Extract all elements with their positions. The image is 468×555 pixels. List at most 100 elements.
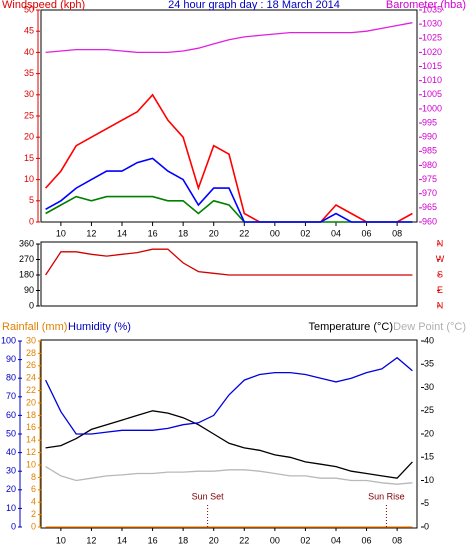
y3-tick-label: 4 <box>31 497 36 507</box>
y2-tick-label: 985 <box>422 146 437 156</box>
annotation-text: Sun Rise <box>368 491 405 501</box>
x-tick-label: 12 <box>86 228 96 238</box>
x-tick-label: 20 <box>209 228 219 238</box>
y2-tick-label: 975 <box>422 174 437 184</box>
y2-tick-label: 1005 <box>422 89 442 99</box>
y-tick-label: 30 <box>6 466 16 476</box>
y-tick-label: 0 <box>11 521 16 531</box>
y-tick-label: 360 <box>19 238 34 248</box>
y3-tick-label: 8 <box>31 472 36 482</box>
y-tick-label: 70 <box>6 391 16 401</box>
y-tick-label: 15 <box>24 153 34 163</box>
x-tick-label: 00 <box>270 535 280 545</box>
x-tick-label: 14 <box>117 228 127 238</box>
humidity-label: Humidity (%) <box>68 321 131 333</box>
y-tick-label: 50 <box>6 428 16 438</box>
x-tick-label: 02 <box>300 535 310 545</box>
y-tick-label: 20 <box>24 132 34 142</box>
y3-tick-label: 16 <box>26 422 36 432</box>
y3-tick-label: 0 <box>31 521 36 531</box>
x-tick-label: 08 <box>392 535 402 545</box>
y2-tick-label: E <box>437 285 443 295</box>
x-tick-label: 06 <box>362 228 372 238</box>
y3-tick-label: 10 <box>26 459 36 469</box>
y2-tick-label: 970 <box>422 188 437 198</box>
y3-tick-label: 18 <box>26 410 36 420</box>
y-tick-label: 35 <box>24 68 34 78</box>
y-tick-label: 80 <box>6 373 16 383</box>
y-tick-label: 0 <box>29 216 34 226</box>
direction-panel <box>40 241 418 307</box>
y-tick-label: 0 <box>29 300 34 310</box>
x-tick-label: 10 <box>56 535 66 545</box>
barometer-label: Barometer (hba) <box>386 0 466 11</box>
y2-tick-label: 995 <box>422 117 437 127</box>
x-tick-label: 12 <box>86 535 96 545</box>
annotation-text: Sun Set <box>192 491 225 501</box>
y2-tick-label: N <box>437 300 444 310</box>
y3-tick-label: 28 <box>26 348 36 358</box>
y-tick-label: 90 <box>6 354 16 364</box>
y2-tick-label: 35 <box>424 359 434 369</box>
y3-tick-label: 12 <box>26 447 36 457</box>
x-tick-label: 18 <box>178 535 188 545</box>
x-tick-label: 22 <box>239 228 249 238</box>
y2-tick-label: 1025 <box>422 33 442 43</box>
x-tick-label: 20 <box>209 535 219 545</box>
y2-tick-label: 10 <box>424 475 434 485</box>
y-tick-label: 40 <box>24 47 34 57</box>
y2-tick-label: 0 <box>424 521 429 531</box>
y-tick-label: 30 <box>24 89 34 99</box>
wind-panel <box>40 9 418 223</box>
y3-tick-label: 22 <box>26 385 36 395</box>
y2-tick-label: 1010 <box>422 75 442 85</box>
y3-tick-label: 26 <box>26 360 36 370</box>
y2-tick-label: S <box>437 269 443 279</box>
series-line <box>45 356 413 435</box>
y3-tick-label: 30 <box>26 335 36 345</box>
x-tick-label: 00 <box>270 228 280 238</box>
series-line <box>45 22 413 54</box>
y-tick-label: 45 <box>24 26 34 36</box>
wind-label: Windspeed (kph) <box>2 0 85 11</box>
x-tick-label: 10 <box>56 228 66 238</box>
x-tick-label: 16 <box>148 228 158 238</box>
y2-tick-label: 990 <box>422 132 437 142</box>
y2-tick-label: 5 <box>424 498 429 508</box>
y3-tick-label: 20 <box>26 397 36 407</box>
y-tick-label: 90 <box>24 285 34 295</box>
y2-tick-label: 1015 <box>422 61 442 71</box>
y2-tick-label: 965 <box>422 202 437 212</box>
y2-tick-label: 1000 <box>422 103 442 113</box>
dewpoint-label: Dew Point (°C) <box>393 321 466 333</box>
y2-tick-label: 30 <box>424 382 434 392</box>
x-tick-label: 08 <box>392 228 402 238</box>
y2-tick-label: 15 <box>424 452 434 462</box>
y2-tick-label: 1030 <box>422 19 442 29</box>
x-tick-label: 04 <box>331 535 341 545</box>
y2-tick-label: 25 <box>424 405 434 415</box>
y-tick-label: 20 <box>6 484 16 494</box>
x-tick-label: 02 <box>300 228 310 238</box>
y-tick-label: 180 <box>19 269 34 279</box>
y2-tick-label: 1020 <box>422 47 442 57</box>
x-tick-label: 16 <box>148 535 158 545</box>
y3-tick-label: 24 <box>26 373 36 383</box>
y-tick-label: 10 <box>24 174 34 184</box>
series-line <box>45 248 413 276</box>
y2-tick-label: 960 <box>422 216 437 226</box>
y2-tick-label: 980 <box>422 160 437 170</box>
y3-tick-label: 6 <box>31 484 36 494</box>
y2-tick-label: W <box>436 254 445 264</box>
y3-tick-label: 14 <box>26 435 36 445</box>
title: 24 hour graph day : 18 March 2014 <box>168 0 340 11</box>
series-line <box>45 93 413 223</box>
rain-label: Rainfall (mm) <box>2 321 67 333</box>
x-tick-label: 22 <box>239 535 249 545</box>
y-tick-label: 10 <box>6 503 16 513</box>
climate-panel <box>40 339 418 529</box>
y2-tick-label: 1035 <box>422 4 442 14</box>
y-tick-label: 60 <box>6 410 16 420</box>
y2-tick-label: 40 <box>424 335 434 345</box>
